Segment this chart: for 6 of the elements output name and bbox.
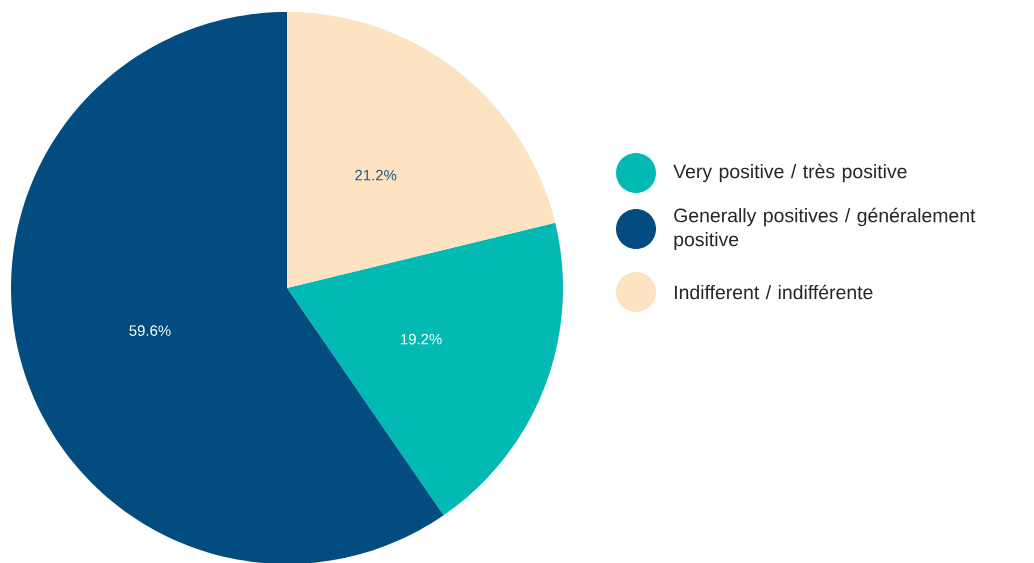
legend-label: Indifferent / indifférente <box>675 284 873 300</box>
data-label: 21.2% <box>355 169 397 181</box>
data-label: 59.6% <box>129 325 171 336</box>
legend-label: Generally positives / généralement positive <box>674 207 976 251</box>
data-label: 19.2% <box>401 333 442 345</box>
legend-label: Very positive / très positive <box>673 163 907 183</box>
